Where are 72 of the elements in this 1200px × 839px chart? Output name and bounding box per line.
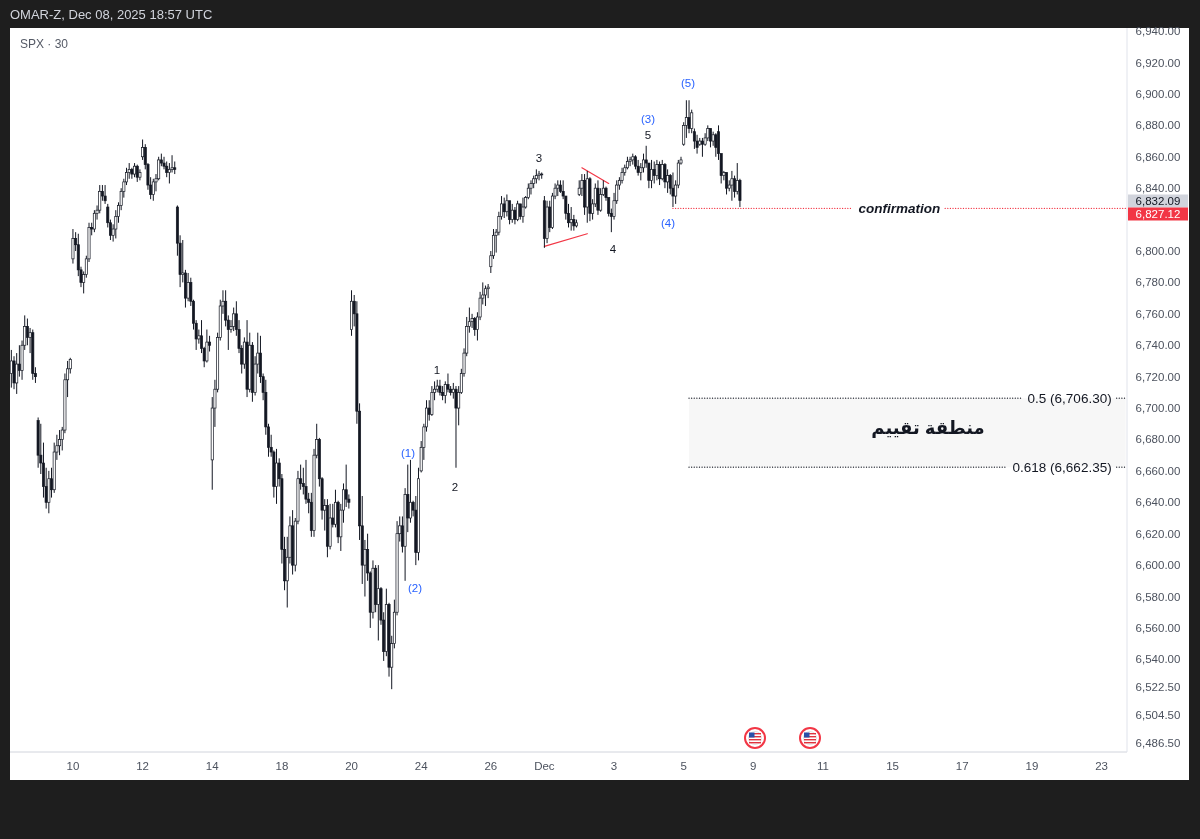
annotation: 2 (451, 481, 459, 493)
y-tick-label: 6,800.00 (1135, 245, 1181, 258)
y-tick-label: 6,920.00 (1135, 56, 1181, 69)
y-tick-label: 6,940.00 (1135, 25, 1181, 38)
chart-title: OMAR-Z, Dec 08, 2025 18:57 UTC (10, 6, 213, 22)
text: 6,832.09 (1135, 195, 1181, 207)
candlestick (71, 228, 75, 265)
y-tick-label: 6,900.00 (1135, 87, 1181, 100)
candlestick (430, 385, 434, 417)
x-tick-label: 10 (66, 760, 80, 772)
x-tick-label: 15 (886, 760, 900, 772)
candlestick (505, 193, 509, 217)
x-tick-label: 18 (275, 760, 289, 772)
candlestick (636, 159, 640, 177)
x-tick-label: 17 (955, 760, 969, 772)
x-tick-label: 26 (484, 760, 498, 772)
series-label: confirmation (858, 200, 941, 216)
y-tick-label: 6,504.50 (1135, 709, 1181, 722)
x-tick-label: Dec (534, 760, 555, 772)
candlestick (671, 171, 675, 208)
candlestick (529, 179, 533, 195)
x-tick-label: 19 (1025, 760, 1039, 772)
x-tick-label: 23 (1095, 760, 1108, 772)
y-tick-label: 6,522.50 (1135, 680, 1181, 693)
candlestick (344, 464, 348, 508)
candlestick (454, 385, 458, 469)
y-tick-label: 6,880.00 (1135, 119, 1181, 132)
y-tick-label: 6,580.00 (1135, 590, 1181, 603)
y-tick-label: 6,740.00 (1135, 339, 1181, 352)
annotation: 5 (644, 129, 652, 141)
candlestick (484, 285, 487, 307)
y-tick-label: 6,560.00 (1135, 621, 1181, 634)
y-tick-label: 6,620.00 (1135, 527, 1181, 540)
series-label: 0.5 (6,706.30) (1027, 390, 1112, 406)
annotation: منطقة تقييم (871, 418, 985, 438)
annotation: 3 (535, 152, 543, 164)
x-tick-label: 3 (610, 760, 618, 772)
y-tick-label: 6,720.00 (1135, 370, 1181, 383)
candlestick (687, 99, 691, 134)
annotation: (5) (680, 77, 696, 89)
x-tick-label: 12 (136, 760, 149, 772)
y-tick-label: 6,840.00 (1135, 182, 1181, 195)
x-tick-label: 9 (750, 760, 757, 772)
series-label: 0.618 (6,662.35) (1012, 459, 1112, 475)
candlestick (663, 162, 667, 189)
annotation: (1) (400, 447, 416, 459)
y-tick-label: 6,600.00 (1135, 559, 1181, 572)
y-tick-label: 6,760.00 (1135, 307, 1181, 320)
y-tick-label: 6,860.00 (1135, 150, 1181, 163)
x-tick-label: 20 (345, 760, 358, 772)
y-tick-label: 6,780.00 (1135, 276, 1181, 289)
annotation: (2) (407, 582, 423, 594)
x-tick-label: 24 (414, 760, 429, 772)
annotation: 1 (433, 364, 441, 376)
y-tick-label: 6,486.50 (1135, 737, 1181, 750)
text: SPX · 30 (20, 37, 69, 51)
annotation: (3) (640, 113, 656, 125)
candlestick (138, 168, 142, 181)
annotation: 4 (609, 243, 617, 255)
y-tick-label: 6,640.00 (1135, 496, 1181, 509)
annotation: (4) (660, 217, 676, 229)
text: 6,827.12 (1135, 208, 1181, 220)
x-tick-label: 14 (205, 760, 220, 772)
x-tick-label: 11 (817, 760, 829, 772)
candlestick (141, 139, 145, 161)
y-tick-label: 6,680.00 (1135, 433, 1181, 446)
candlestick (596, 179, 600, 216)
y-tick-label: 6,700.00 (1135, 402, 1181, 415)
candlestick (655, 159, 659, 181)
x-tick-label: 5 (680, 760, 687, 772)
y-tick-label: 6,660.00 (1135, 464, 1181, 477)
y-tick-label: 6,540.00 (1135, 653, 1181, 666)
